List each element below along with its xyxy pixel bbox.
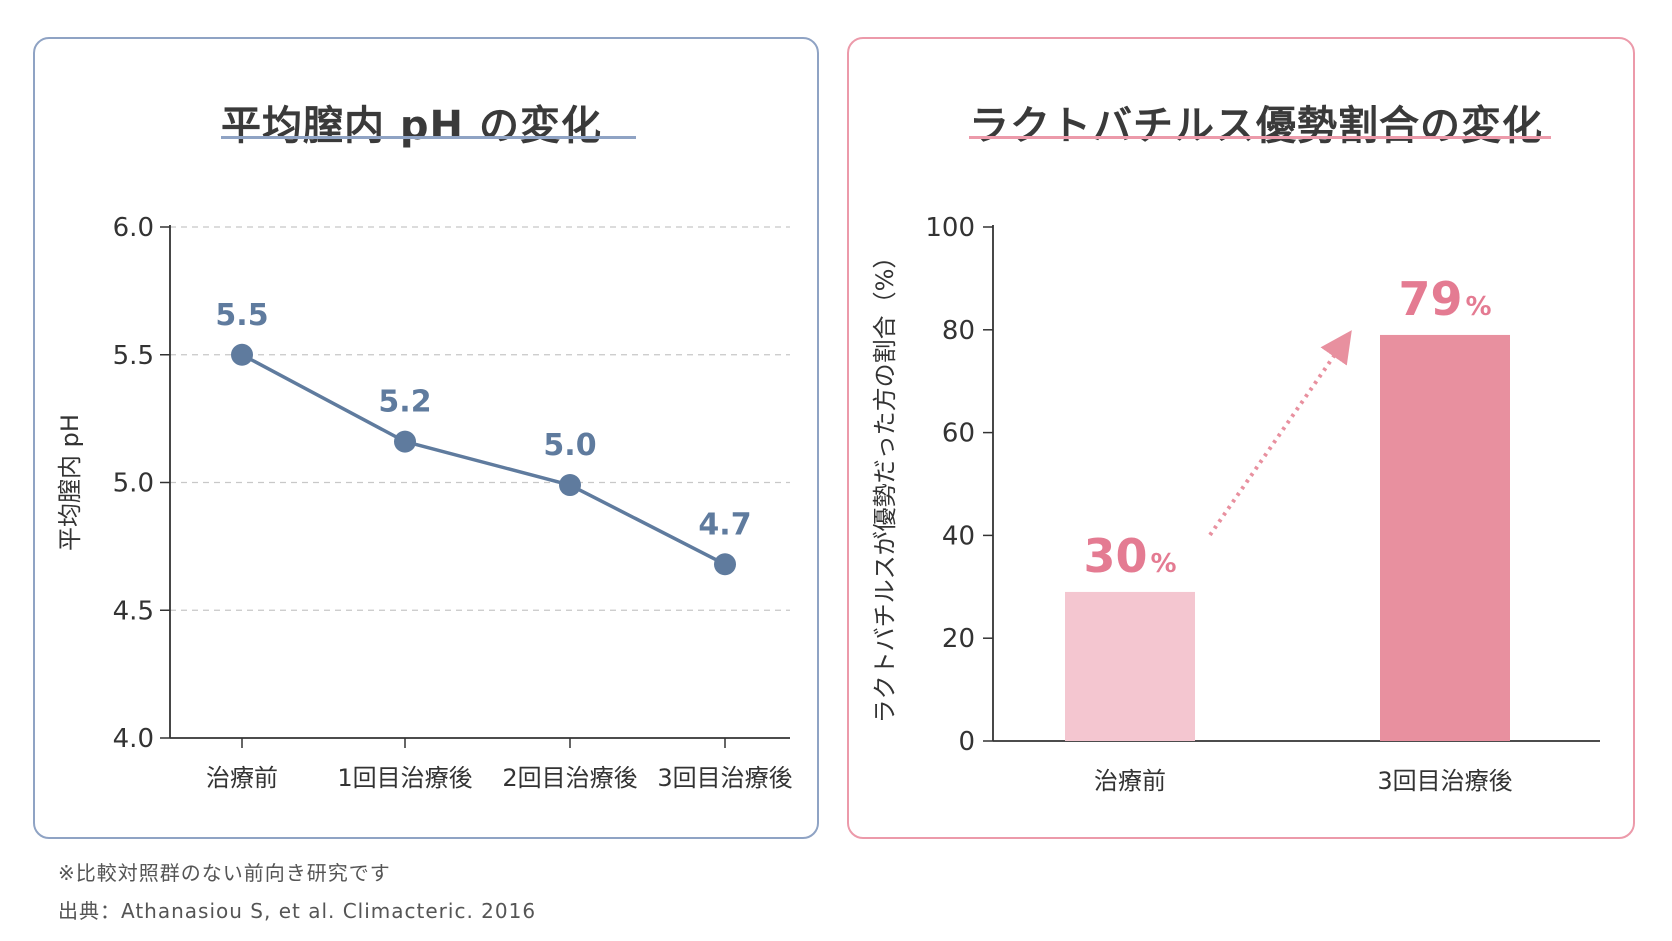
- ph-x-category-label: 1回目治療後: [337, 764, 472, 792]
- bar-data-label: 30%: [1083, 529, 1176, 583]
- ph-data-point: [394, 430, 416, 453]
- ph-y-tick-label: 6.0: [113, 213, 154, 243]
- ph-x-category-label: 2回目治療後: [502, 764, 637, 792]
- increase-arrow: [1208, 330, 1352, 537]
- ph-y-tick-label: 4.0: [113, 724, 154, 754]
- bar: [1380, 334, 1510, 741]
- lactobacillus-chart-title: ラクトバチルス優勢割合の変化: [969, 103, 1543, 149]
- bar-y-tick-label: 20: [942, 624, 975, 654]
- ph-data-label: 5.2: [378, 385, 431, 420]
- bar-x-category-label: 治療前: [1094, 767, 1166, 795]
- bar-y-tick-label: 100: [925, 213, 975, 243]
- ph-data-point: [559, 474, 581, 497]
- ph-y-tick-label: 5.5: [113, 341, 154, 371]
- ph-y-axis-label: 平均膣内 pH: [56, 414, 84, 551]
- ph-series-line: [241, 353, 726, 566]
- lactobacillus-title-underline: [969, 136, 1551, 139]
- bar-y-tick-label: 40: [942, 521, 975, 551]
- ph-data-point: [231, 343, 253, 366]
- source-citation: 出典：Athanasiou S, et al. Climacteric. 201…: [58, 899, 537, 923]
- bar-y-tick-label: 60: [942, 419, 975, 449]
- bar: [1065, 591, 1195, 741]
- ph-x-category-label: 治療前: [206, 764, 278, 792]
- ph-chart-title: 平均膣内 pH の変化: [221, 103, 602, 149]
- ph-y-tick-label: 4.5: [113, 596, 154, 626]
- ph-data-label: 4.7: [698, 507, 751, 542]
- ph-data-label: 5.0: [543, 428, 596, 463]
- bar-data-label: 79%: [1398, 272, 1491, 326]
- bar-y-axis-label: ラクトバチルスが優勢だった方の割合（%）: [871, 245, 899, 724]
- ph-data-label: 5.5: [215, 298, 268, 333]
- ph-title-underline: [221, 136, 636, 139]
- bar-x-category-label: 3回目治療後: [1377, 767, 1512, 795]
- bar-y-tick-label: 80: [942, 316, 975, 346]
- bar-y-tick-label: 0: [958, 727, 975, 757]
- ph-y-tick-label: 5.0: [113, 469, 154, 499]
- ph-chart-panel: 平均膣内 pH の変化: [33, 37, 819, 839]
- ph-x-category-label: 3回目治療後: [657, 764, 792, 792]
- ph-data-point: [714, 553, 736, 576]
- study-disclaimer: ※比較対照群のない前向き研究です: [58, 861, 391, 885]
